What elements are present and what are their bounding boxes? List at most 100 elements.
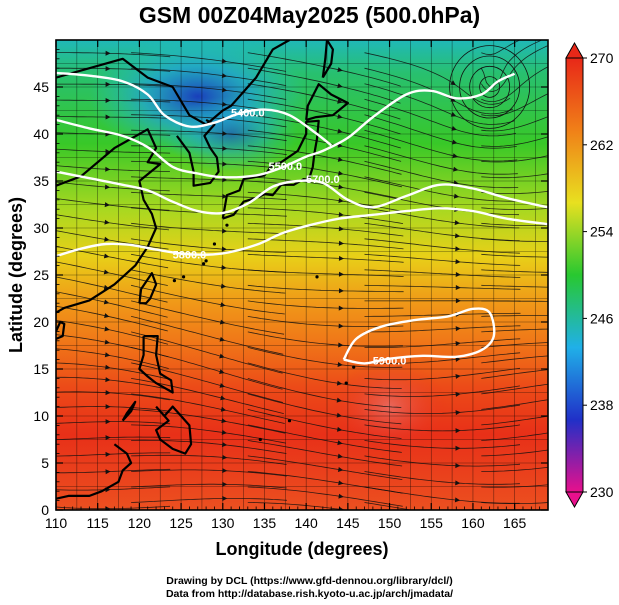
streamline-arrow [105,377,111,383]
chart-title: GSM 00Z04May2025 (500.0hPa) [138,2,481,28]
streamline-arrow [222,468,228,474]
streamline [364,404,521,414]
streamline-arrow [104,352,111,358]
streamline [56,230,169,250]
credit-line-dcl: Drawing by DCL (https://www.gfd-dennou.o… [166,575,453,587]
streamline [131,498,287,503]
streamline-arrow [219,369,225,374]
streamline [247,253,404,263]
streamline-arrow [338,240,344,246]
streamline-arrow [221,264,227,270]
contour-line [56,72,516,179]
colorbar: 230 238 246 254 262 270 [565,41,614,509]
streamline [364,312,521,317]
streamline-arrow [220,406,227,412]
streamline [481,369,548,379]
streamline [247,347,403,368]
streamline [247,222,404,237]
streamline-arrow [105,469,111,475]
streamline [56,486,171,491]
streamline-arrow [455,356,461,362]
streamline-arrow [337,467,344,472]
streamline [481,383,548,395]
island [212,242,217,246]
streamline [364,222,520,242]
streamline-arrow [221,418,227,424]
credit-line-data: Data from http://database.rish.kyoto-u.a… [165,588,454,600]
streamline-arrow [104,202,110,208]
streamline [56,261,168,286]
streamline [247,129,402,162]
streamline [247,362,402,389]
streamline [131,253,287,273]
streamline-arrow [105,66,111,72]
streamline-arrow [337,83,343,89]
streamline-arrow [220,302,226,308]
streamline-arrow [105,451,111,457]
streamline [131,176,287,185]
streamline [131,114,287,128]
streamline-arrow [338,255,344,261]
streamline [131,284,285,315]
streamline [131,362,284,403]
streamline-arrow [105,419,111,425]
x-axis-label: Longitude (degrees) [215,539,388,559]
streamline-arrow [451,125,457,131]
x-tick-label: 110 [45,515,68,531]
streamline-arrow [450,80,456,86]
y-tick-label: 10 [33,408,49,424]
streamline-arrow [104,326,110,332]
streamline [481,432,548,441]
y-tick-label: 35 [33,173,49,189]
streamline-arrow [105,81,111,87]
streamline [247,409,402,439]
streamline-arrow [455,463,461,469]
x-tick-label: 160 [461,515,485,531]
streamline [131,238,287,253]
streamline-arrow [455,341,461,346]
streamline [481,269,548,273]
colorbar-tick-label: 238 [590,397,614,413]
streamline-arrow [103,253,110,259]
streamline-arrow [453,193,460,199]
streamline [131,316,284,355]
coastline [221,119,320,220]
streamline [364,83,515,125]
lat-lon-grid [56,40,548,510]
streamline-arrow [453,180,459,186]
streamline-arrow [338,480,344,486]
streamline [481,315,548,317]
streamline-arrow [338,170,344,176]
streamline [364,114,517,149]
y-tick-label: 5 [41,455,49,471]
coastlines [56,40,356,500]
streamline-arrow [451,139,458,145]
streamline-arrow [222,495,228,501]
streamline [56,376,170,390]
y-tick-label: 45 [33,79,49,95]
y-tick-label: 30 [33,220,49,236]
streamline [481,284,548,288]
coastline [155,405,193,455]
contour-label: 5500.0 [268,161,302,173]
streamline [131,439,287,454]
x-axis: 110 115 120 125 130 135 140 145 150 155 160 165 [45,40,549,531]
streamline [56,421,171,425]
streamline-arrow [455,285,461,291]
streamline [56,305,168,332]
streamline-arrow [455,480,461,486]
streamline-arrow [222,161,228,167]
streamline-arrow [222,481,228,487]
streamline-arrow [220,395,226,401]
streamline [247,284,404,293]
y-axis: 0 5 10 15 20 25 30 35 40 45 [33,49,548,518]
x-tick-label: 155 [420,515,444,531]
streamline [131,83,287,100]
y-tick-label: 25 [33,267,49,283]
streamline-arrow [219,319,226,325]
streamline-arrow [455,272,461,278]
streamline-arrow [337,361,343,367]
colorbar-tick-label: 262 [590,137,614,153]
island [287,419,292,423]
x-tick-label: 140 [294,515,318,531]
